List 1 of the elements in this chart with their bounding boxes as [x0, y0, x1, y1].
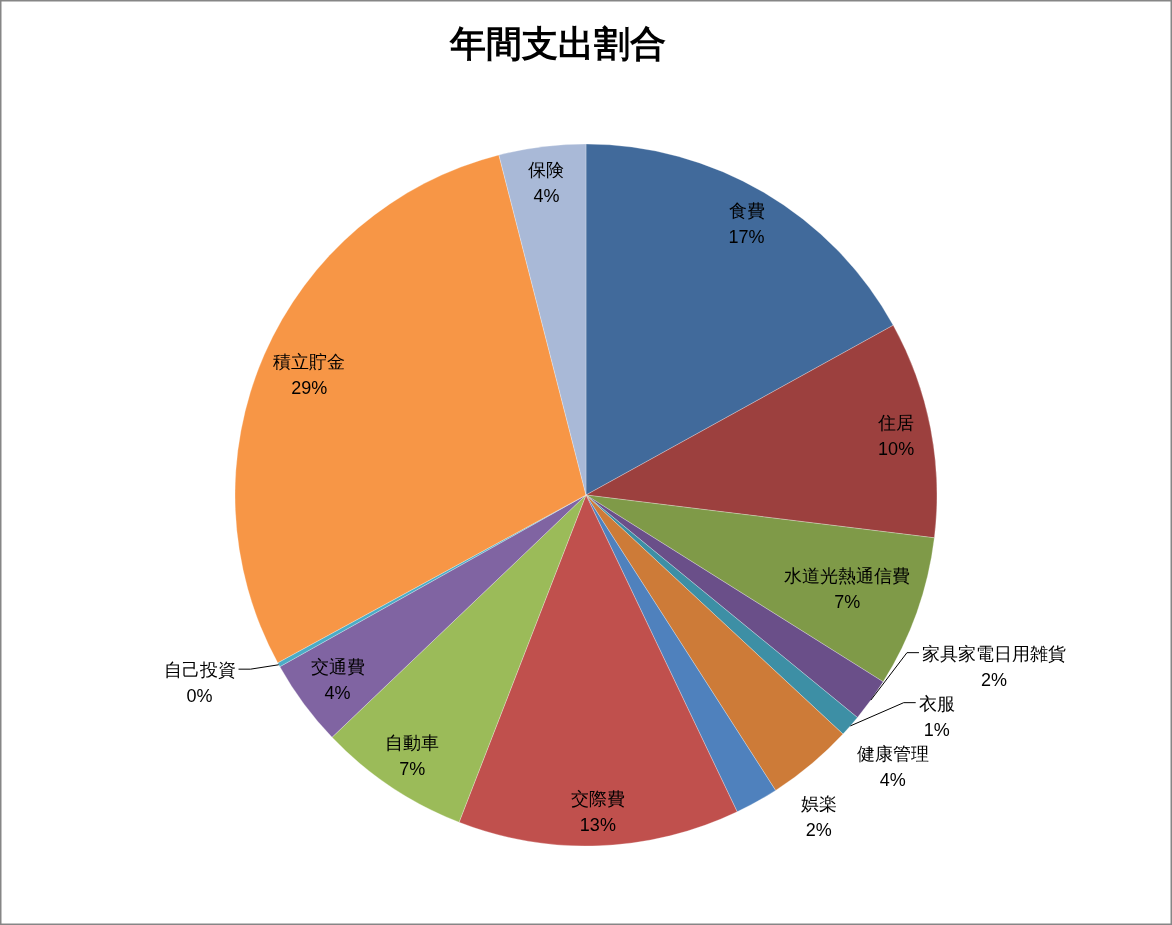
title: 年間支出割合 — [449, 23, 666, 64]
